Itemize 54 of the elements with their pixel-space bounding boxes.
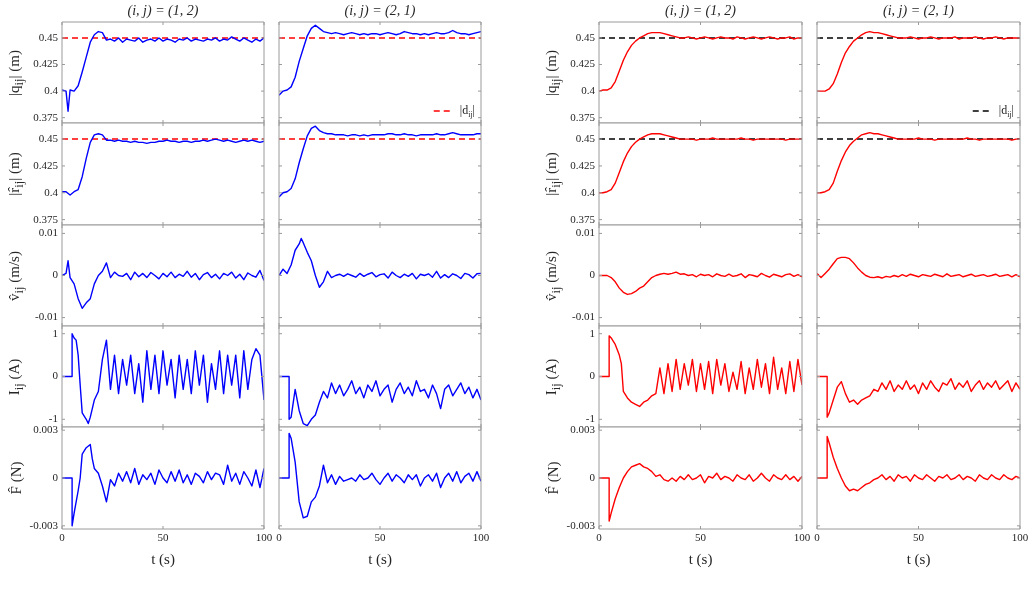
- y-axis-title: F̂ (N): [7, 461, 25, 495]
- chart-title: (i, j) = (1, 2): [127, 3, 199, 19]
- y-tick-label: -1: [585, 412, 595, 425]
- y-tick-label: 0: [52, 369, 59, 382]
- x-axis-title: t (s): [688, 550, 713, 568]
- x-tick-label: 100: [1011, 531, 1029, 544]
- y-tick-label: 0.45: [575, 132, 596, 144]
- y-tick-label: -0.003: [29, 518, 59, 531]
- x-tick-label: 0: [276, 531, 283, 544]
- x-tick-label: 0: [814, 531, 821, 544]
- y-tick-label: 0.425: [33, 57, 59, 70]
- y-tick-label: 0.4: [44, 185, 59, 198]
- y-tick-label: 0.01: [575, 226, 595, 239]
- y-tick-label: 0: [52, 470, 59, 483]
- x-tick-label: 50: [913, 531, 925, 544]
- y-tick-label: 0.45: [38, 30, 59, 43]
- chart-title: (i, j) = (1, 2): [665, 3, 736, 19]
- x-tick-label: 100: [793, 531, 811, 544]
- x-tick-label: 50: [374, 531, 386, 544]
- y-tick-label: 0: [52, 268, 59, 281]
- y-tick-label: 0.4: [44, 84, 59, 96]
- y-tick-label: 0.003: [33, 423, 59, 436]
- y-tick-label: 0: [589, 369, 596, 382]
- y-tick-label: 0.45: [575, 30, 596, 43]
- y-tick-label: 1: [589, 326, 595, 339]
- y-tick-label: 0.45: [38, 132, 59, 144]
- y-tick-label: 0.375: [33, 110, 59, 123]
- y-tick-label: 0.4: [581, 84, 596, 96]
- y-tick-label: 0.375: [570, 110, 596, 123]
- x-tick-label: 50: [695, 531, 707, 544]
- y-tick-label: 0.375: [33, 212, 59, 225]
- x-tick-label: 100: [472, 531, 490, 544]
- y-tick-label: 0.003: [570, 423, 596, 436]
- y-tick-label: -0.01: [35, 310, 58, 323]
- x-tick-label: 50: [157, 531, 169, 544]
- y-tick-label: 0.375: [570, 212, 596, 225]
- x-axis-title: t (s): [368, 550, 392, 568]
- chart-title: (i, j) = (2, 1): [883, 3, 954, 19]
- y-tick-label: -1: [48, 412, 58, 425]
- y-tick-label: 0.425: [33, 158, 59, 171]
- y-tick-label: 1: [52, 326, 58, 339]
- y-tick-label: 0.425: [570, 57, 596, 70]
- x-tick-label: 100: [255, 531, 273, 544]
- y-tick-label: 0: [589, 268, 596, 281]
- y-tick-label: -0.01: [572, 310, 595, 323]
- x-axis-title: t (s): [151, 550, 175, 568]
- y-tick-label: 0.01: [38, 226, 58, 239]
- chart-title: (i, j) = (2, 1): [344, 3, 416, 19]
- y-tick-label: -0.003: [566, 518, 596, 531]
- y-tick-label: 0.4: [581, 185, 596, 198]
- x-axis-title: t (s): [906, 550, 931, 568]
- y-tick-label: 0.425: [570, 158, 596, 171]
- y-axis-title: F̂ (N): [544, 461, 562, 495]
- y-tick-label: 0: [589, 470, 596, 483]
